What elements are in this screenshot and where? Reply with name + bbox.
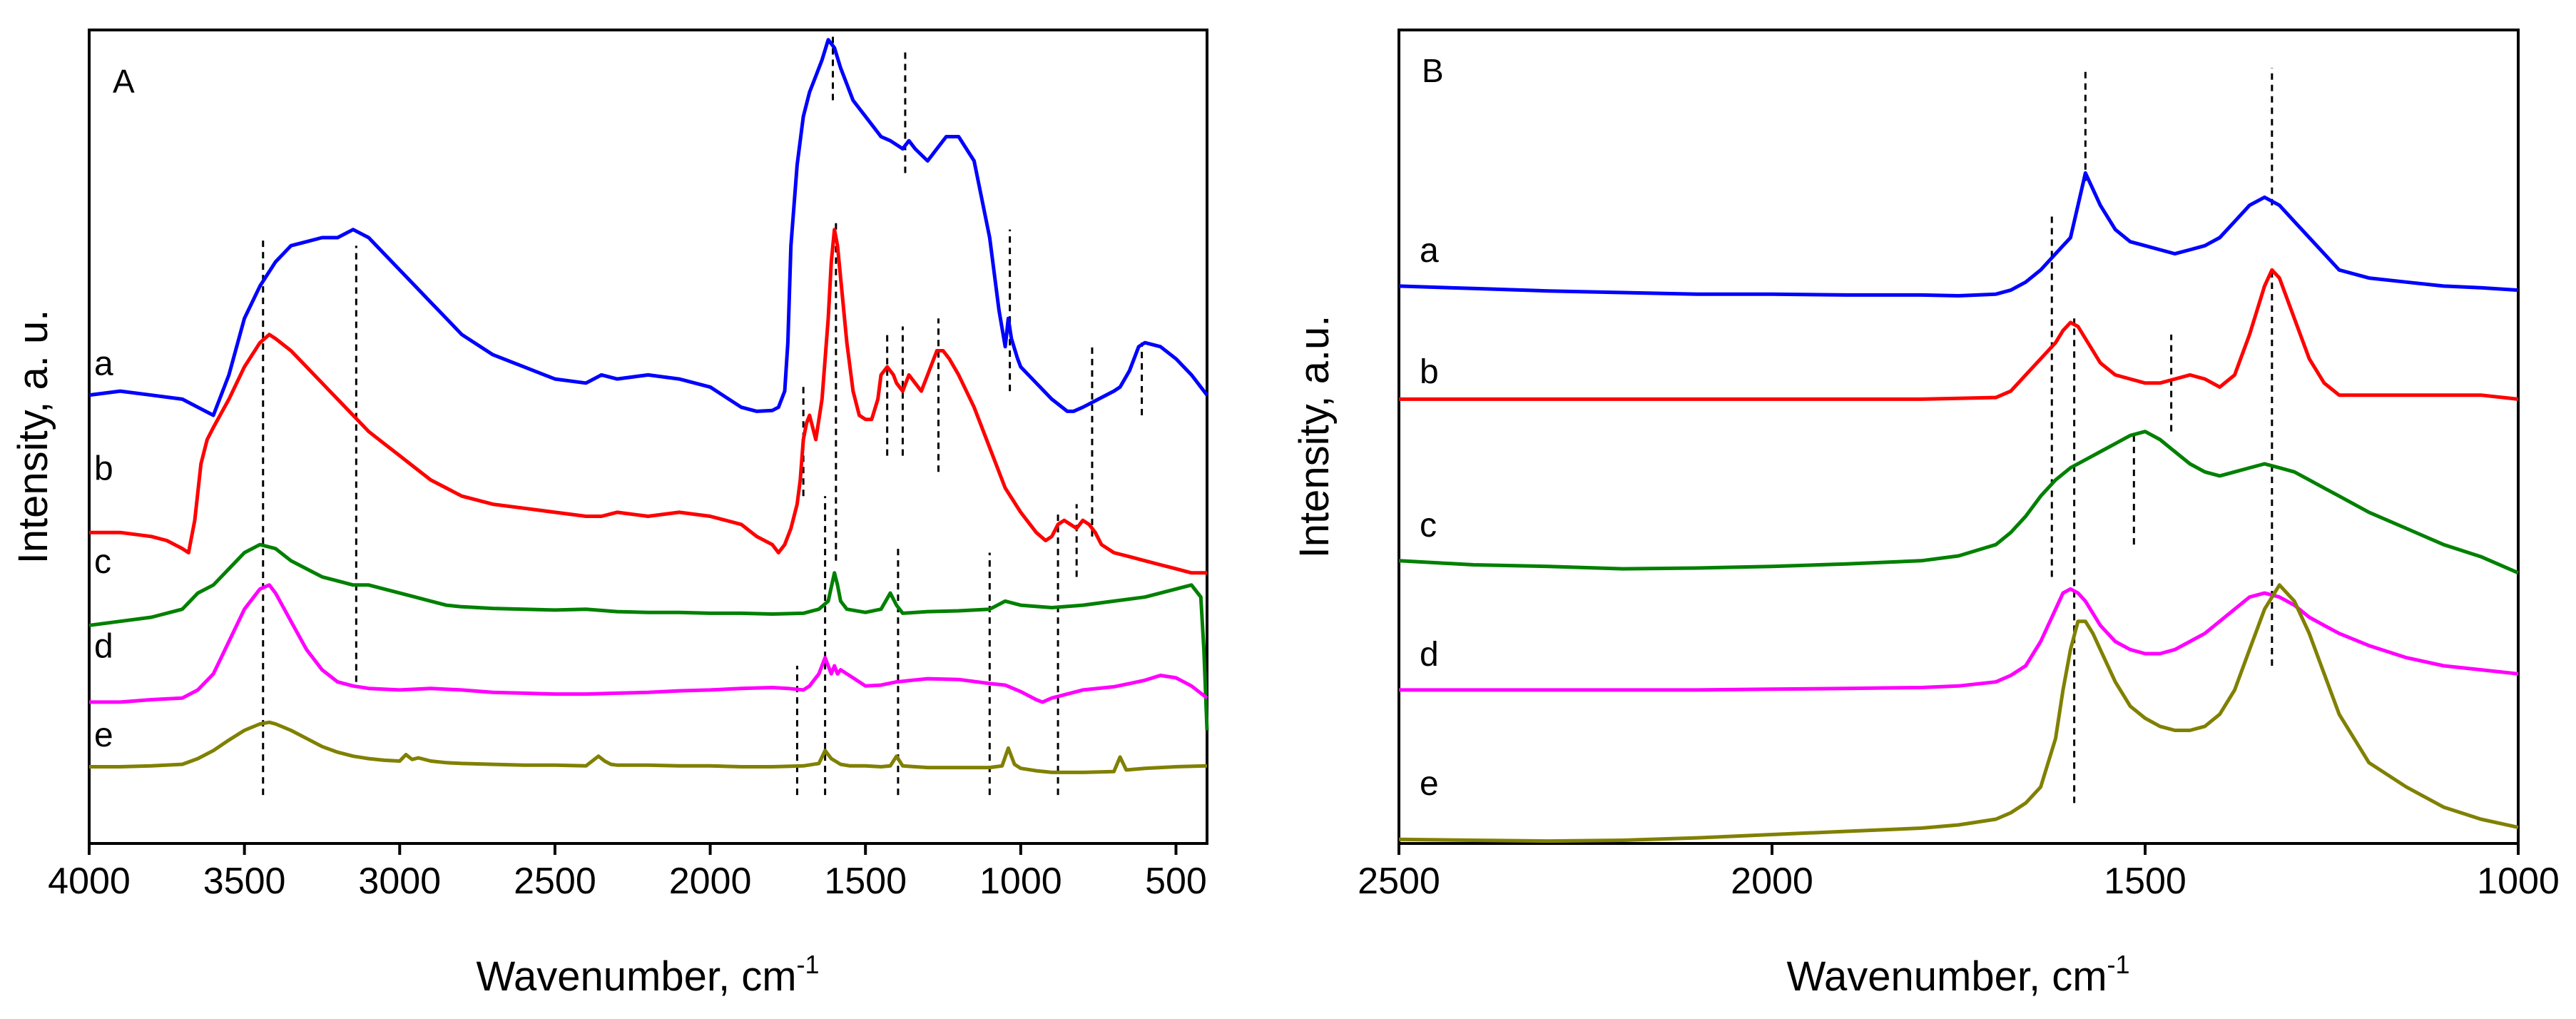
panel-b-x-tick-label-2: 1500: [2104, 861, 2186, 902]
panel-b: a b c d e 2500 2000 1500 1000 B Wavenumber, cm-…: [1291, 29, 2560, 1000]
panel-a-x-tick-label-3: 2500: [514, 861, 596, 902]
panel-a-x-ticks: 4000 3500 3000 2500 2000 1500 1000 500: [48, 843, 1207, 902]
panel-a-x-tick-label-1: 3500: [203, 861, 286, 902]
panel-a-series-label-b: b: [94, 450, 113, 488]
panel-b-x-axis-title: Wavenumber, cm-1: [1786, 950, 2129, 1000]
panel-a-series-e: [89, 720, 1208, 774]
panel-b-series-label-c: c: [1420, 507, 1437, 544]
panel-b-frame: [1398, 29, 2520, 845]
panel-b-series-label-e: e: [1420, 765, 1439, 803]
panel-b-series-e: [1398, 583, 2519, 843]
panel-b-x-tick-label-1: 2000: [1731, 861, 1813, 902]
panel-a-series-b: [89, 228, 1207, 575]
panel-b-x-tick-label-3: 1000: [2477, 861, 2560, 902]
panel-b-series-c: [1398, 430, 2519, 575]
panel-a-series-a: [88, 38, 1208, 417]
panel-b-series-label-d: d: [1420, 636, 1439, 674]
panel-b-y-axis-title: Intensity, a.u.: [1291, 315, 1338, 559]
panel-a-x-tick-label-4: 2000: [669, 861, 752, 902]
panel-b-curves: [1398, 171, 2519, 843]
panel-b-x-tick-label-0: 2500: [1358, 861, 1440, 902]
panel-b-series-label-a: a: [1420, 232, 1439, 270]
panel-a-series-c: [88, 542, 1209, 731]
panel-a-x-tick-label-0: 4000: [48, 861, 131, 902]
panel-b-series-b: [1399, 268, 2519, 401]
panel-a-x-tick-label-5: 1500: [824, 861, 907, 902]
panel-a-curve-labels: a b c d e: [94, 345, 113, 754]
panel-a-series-d: [89, 583, 1208, 704]
panel-b-x-axis-title-superscript: -1: [2107, 950, 2130, 979]
panel-a-frame: [88, 29, 1208, 845]
panel-b-x-ticks: 2500 2000 1500 1000: [1358, 843, 2560, 902]
panel-b-series-a: [1398, 171, 2519, 298]
panel-b-x-axis-title-text: Wavenumber, cm: [1786, 953, 2107, 1000]
panel-b-series-label-b: b: [1420, 353, 1439, 391]
panel-a-reference-lines: [262, 36, 1144, 796]
panel-a-series-label-a: a: [94, 345, 113, 382]
panel-a-x-tick-label-6: 1000: [979, 861, 1062, 902]
panel-a-series-label-d: d: [94, 628, 113, 666]
panel-a-x-tick-label-2: 3000: [358, 861, 441, 902]
panel-a-y-axis-title: Intensity, a. u.: [10, 310, 56, 564]
panel-b-curve-labels: a b c d e: [1420, 232, 1439, 803]
panel-a-x-axis-title-superscript: -1: [797, 950, 820, 979]
panel-a-label: A: [113, 63, 135, 100]
panel-b-label: B: [1422, 52, 1444, 89]
panel-a-series-label-e: e: [94, 716, 113, 754]
panel-a-curves: [88, 38, 1209, 774]
panel-b-reference-lines: [2050, 68, 2274, 803]
panel-a-series-label-c: c: [94, 543, 111, 581]
panel-b-series-d: [1399, 587, 2519, 692]
panel-a-x-axis-title-text: Wavenumber, cm: [476, 953, 796, 1000]
panel-a-x-axis-title: Wavenumber, cm-1: [476, 950, 819, 1000]
panel-a-x-tick-label-7: 500: [1145, 861, 1207, 902]
